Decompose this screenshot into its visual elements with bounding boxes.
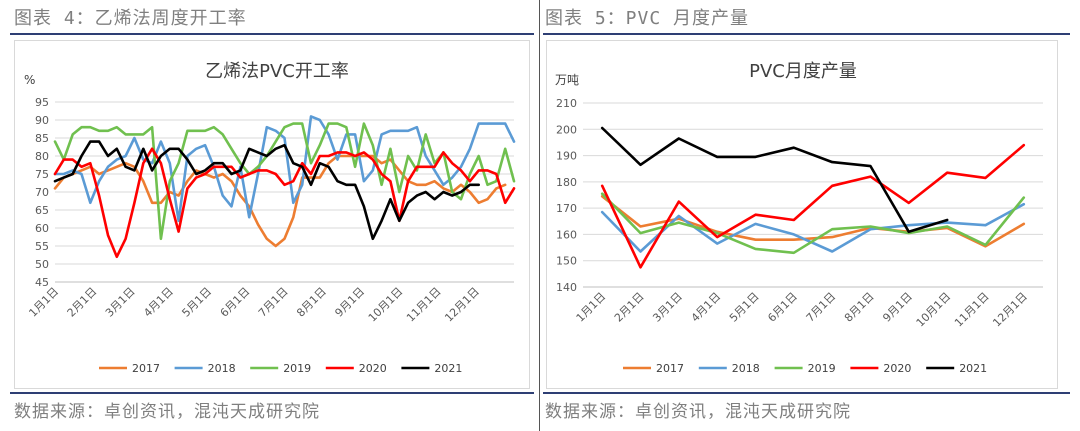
x-tick-label: 11月1日 [404,285,444,325]
legend-label: 2019 [808,362,836,375]
x-tick-label: 3月1日 [650,290,685,325]
y-tick-label: 90 [35,114,49,127]
x-tick-label: 9月1日 [880,290,915,325]
series-line-2021 [53,140,481,241]
legend-item-2021: 2021 [926,362,987,375]
ethylene-operating-rate-chart: 乙烯法PVC开工率% 45 50 55 60 65 70 75 80 85 90 95 1月1日 2月1日… [14,40,530,389]
x-tick-label: 8月1日 [842,290,877,325]
legend-item-2020: 2020 [850,362,911,375]
legend-label: 2017 [132,362,160,375]
x-tick-label: 5月1日 [179,285,214,320]
panel-divider [539,0,540,431]
right-panel-header: 图表 5：PVC 月度产量 [545,8,750,29]
y-tick-label: 70 [35,186,49,199]
chart-title: PVC月度产量 [749,61,857,82]
series-line-2020 [53,147,516,259]
y-tick-label: 170 [556,202,577,215]
legend-label: 2021 [434,362,462,375]
legend-item-2020: 2020 [325,362,387,375]
left-header-rule [10,33,534,35]
y-tick-label: 60 [35,222,49,235]
left-panel-header: 图表 4：乙烯法周度开工率 [14,8,247,29]
y-tick-label: 210 [556,97,577,110]
legend-item-2019: 2019 [250,362,311,375]
series-line-2020 [600,143,1026,269]
legend-item-2017: 2017 [623,362,684,375]
left-source-note: 数据来源：卓创资讯，混沌天成研究院 [14,402,320,422]
x-tick-label: 12月1日 [990,290,1030,330]
legend-label: 2020 [883,362,911,375]
x-tick-label: 1月1日 [574,290,609,325]
legend-label: 2018 [208,362,236,375]
x-tick-label: 8月1日 [294,285,329,320]
x-tick-label: 7月1日 [256,285,291,320]
legend-item-2018: 2018 [174,362,236,375]
right-source-note: 数据来源：卓创资讯，混沌天成研究院 [545,402,851,422]
legend-item-2018: 2018 [698,362,760,375]
y-tick-label: 150 [556,255,577,268]
y-axis-unit-label: % [24,73,35,87]
series-line-2019 [600,192,1026,255]
x-tick-label: 10月1日 [914,290,954,330]
x-tick-label: 4月1日 [141,285,176,320]
legend-item-2019: 2019 [774,362,836,375]
legend-item-2021: 2021 [401,362,462,375]
legend-item-2017: 2017 [99,362,160,375]
y-tick-label: 55 [35,240,49,253]
y-tick-label: 140 [556,281,577,294]
right-footer-rule [543,392,1070,394]
y-tick-label: 65 [35,204,49,217]
legend-label: 2019 [283,362,311,375]
x-tick-label: 12月1日 [442,285,482,325]
x-tick-label: 1月1日 [26,285,61,320]
y-tick-label: 200 [556,123,577,136]
x-tick-label: 3月1日 [103,285,138,320]
y-tick-label: 85 [35,132,49,145]
x-tick-label: 9月1日 [332,285,367,320]
x-tick-label: 4月1日 [689,290,724,325]
x-tick-label: 7月1日 [804,290,839,325]
series-line-2018 [600,202,1026,253]
x-tick-label: 11月1日 [952,290,992,330]
series-line-2018 [53,115,516,223]
legend-label: 2020 [359,362,387,375]
y-axis-unit-label: 万吨 [555,73,579,87]
y-tick-label: 80 [35,150,49,163]
y-tick-label: 190 [556,150,577,163]
x-tick-label: 10月1日 [366,285,406,325]
y-tick-label: 160 [556,228,577,241]
x-tick-label: 6月1日 [765,290,800,325]
y-tick-label: 45 [35,276,49,289]
chart-title: 乙烯法PVC开工率 [205,61,349,82]
y-tick-label: 50 [35,258,49,271]
y-tick-label: 180 [556,176,577,189]
x-tick-label: 2月1日 [65,285,100,320]
legend-label: 2021 [959,362,987,375]
right-header-rule [543,33,1070,35]
y-tick-label: 95 [35,96,49,109]
x-tick-label: 5月1日 [727,290,762,325]
y-tick-label: 75 [35,168,49,181]
x-tick-label: 6月1日 [218,285,253,320]
x-tick-label: 2月1日 [612,290,647,325]
left-footer-rule [10,392,534,394]
series-line-2021 [600,126,949,234]
series-line-2017 [53,154,507,248]
legend-label: 2017 [656,362,684,375]
legend-label: 2018 [732,362,760,375]
